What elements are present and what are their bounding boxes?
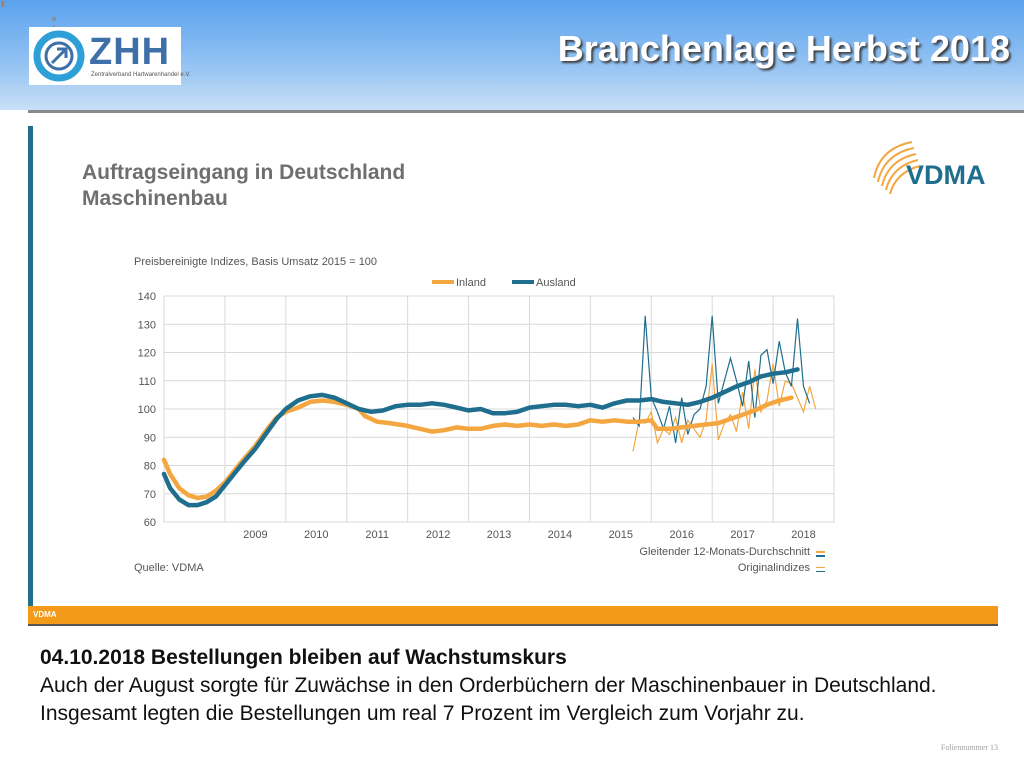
note-moving-average-mark-inland bbox=[816, 551, 825, 553]
x-tick-label: 2013 bbox=[487, 529, 511, 541]
y-tick-label: 140 bbox=[138, 291, 156, 303]
chart-title-line2: Maschinenbau bbox=[82, 187, 228, 210]
band-divider bbox=[28, 624, 998, 626]
logo-text: ZHH bbox=[89, 31, 171, 73]
x-tick-label: 2018 bbox=[791, 529, 815, 541]
y-tick-label: 100 bbox=[138, 404, 156, 416]
y-tick-label: 120 bbox=[138, 348, 156, 360]
corner-letter: F bbox=[1, 0, 6, 9]
legend-label-inland: Inland bbox=[456, 277, 486, 289]
x-tick-label: 2016 bbox=[669, 529, 693, 541]
chart-subtitle: Preisbereinigte Indizes, Basis Umsatz 20… bbox=[134, 256, 378, 268]
note-original-index: Originalindizes bbox=[737, 562, 810, 574]
x-tick-label: 2011 bbox=[365, 529, 389, 541]
slide-number: Foliennummer 13 bbox=[940, 743, 998, 752]
y-tick-label: 60 bbox=[144, 517, 156, 529]
x-tick-label: 2015 bbox=[609, 529, 633, 541]
vdma-swoosh-icon bbox=[873, 141, 921, 195]
note-original-mark-inland bbox=[816, 567, 825, 568]
chart-title: Auftragseingang in Deutschland Maschinen… bbox=[82, 160, 405, 212]
source-band: VDMA bbox=[28, 606, 998, 624]
order-intake-chart: 60 70 80 90 100 110 120 130 140 2009 2010 2011 2012 2… bbox=[138, 277, 835, 541]
y-tick-label: 70 bbox=[144, 489, 156, 501]
note-moving-average: Gleitender 12-Monats-Durchschnitt bbox=[639, 546, 810, 558]
zhh-logo: ZHH Zentralverband Hartwarenhandel e.V. bbox=[29, 27, 191, 85]
note-original-mark-ausland bbox=[816, 571, 825, 572]
vertical-letter: o bbox=[52, 14, 56, 23]
x-tick-label: 2017 bbox=[730, 529, 754, 541]
panel-accent-bar bbox=[28, 126, 33, 608]
y-tick-label: 110 bbox=[138, 376, 156, 388]
zhh-emblem-icon bbox=[33, 30, 85, 82]
series-line-ausland-average bbox=[161, 367, 800, 508]
band-label: VDMA bbox=[33, 610, 57, 619]
news-text: 04.10.2018 Bestellungen bleiben auf Wach… bbox=[40, 644, 1010, 728]
page-title: Branchenlage Herbst 2018 bbox=[557, 28, 1010, 69]
y-tick-label: 90 bbox=[144, 432, 156, 444]
x-tick-label: 2012 bbox=[426, 529, 450, 541]
chart-title-line1: Auftragseingang in Deutschland bbox=[82, 161, 406, 184]
logo-subtitle: Zentralverband Hartwarenhandel e.V. bbox=[91, 72, 191, 78]
note-moving-average-mark-ausland bbox=[816, 555, 825, 557]
chart-source: Quelle: VDMA bbox=[134, 562, 204, 574]
news-body: Auch der August sorgte für Zuwächse in d… bbox=[40, 674, 937, 725]
y-tick-label: 80 bbox=[144, 461, 156, 473]
x-tick-label: 2009 bbox=[243, 529, 267, 541]
y-tick-label: 130 bbox=[138, 319, 156, 331]
vdma-logo-text: VDMA bbox=[906, 160, 986, 190]
x-tick-label: 2014 bbox=[548, 529, 572, 541]
news-headline: 04.10.2018 Bestellungen bleiben auf Wach… bbox=[40, 646, 567, 669]
vdma-logo: VDMA bbox=[862, 138, 992, 210]
header-divider bbox=[28, 110, 1024, 113]
legend-label-ausland: Ausland bbox=[536, 277, 576, 289]
x-tick-label: 2010 bbox=[304, 529, 328, 541]
